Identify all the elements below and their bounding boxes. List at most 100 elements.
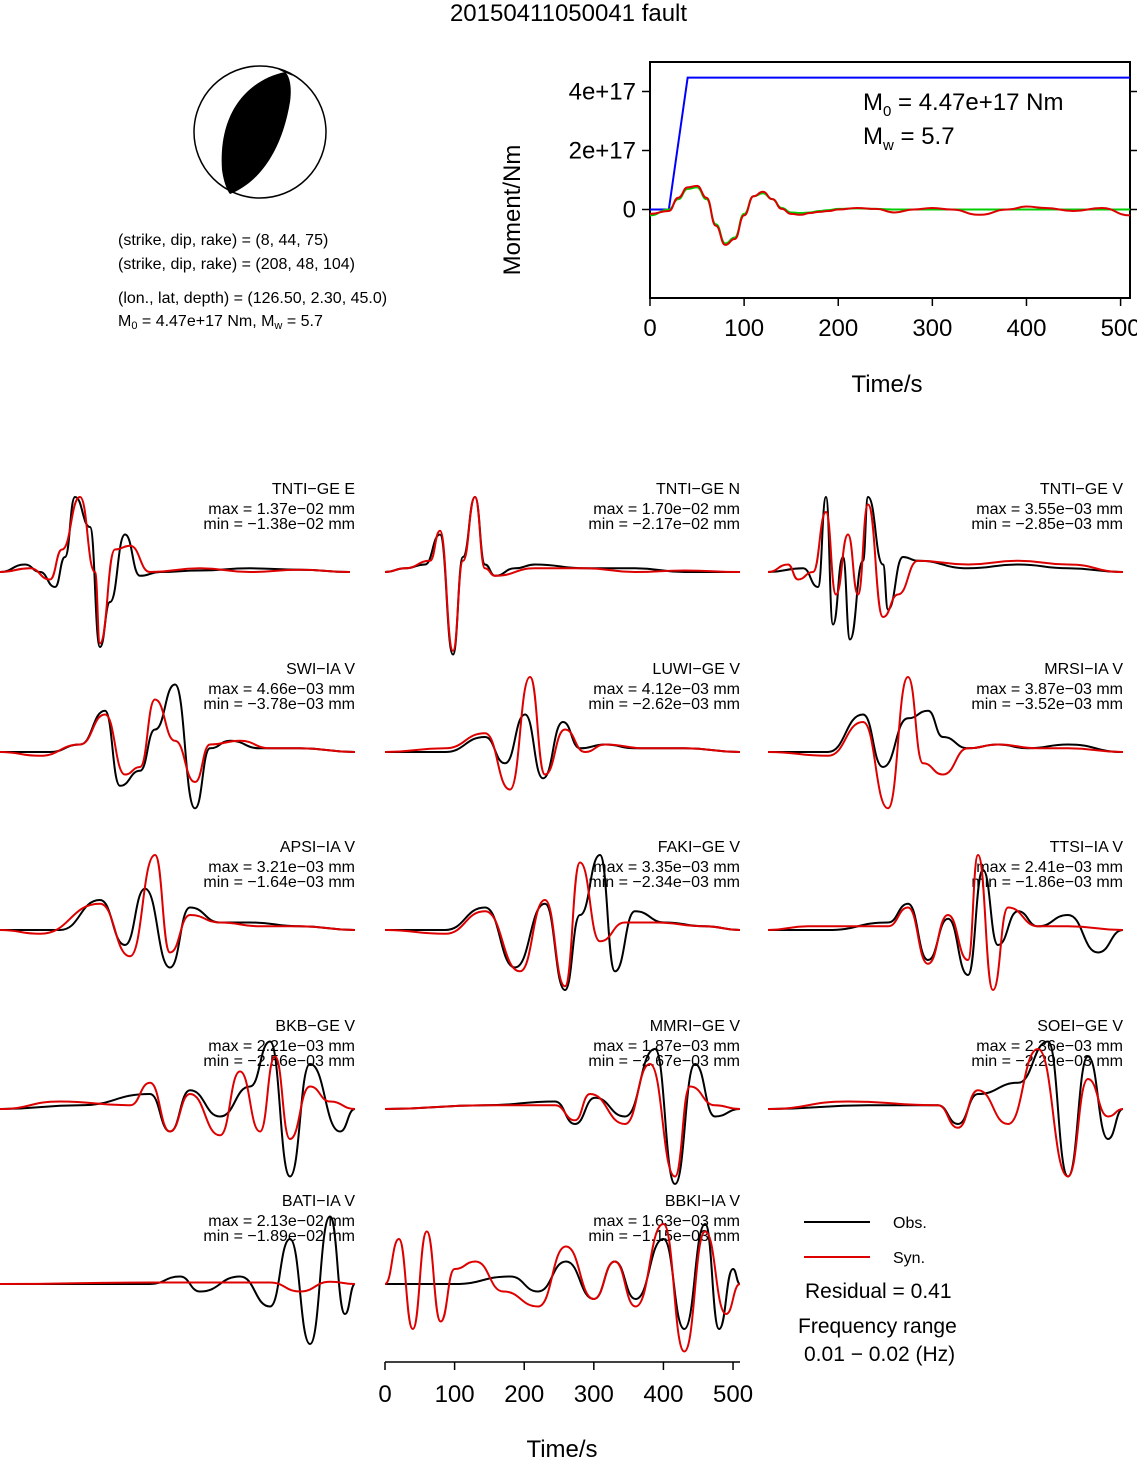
station-min: min = −3.52e−03 mm <box>971 696 1123 713</box>
station-min: min = −3.78e−03 mm <box>203 696 355 713</box>
station-max: max = 2.13e−02 mm <box>208 1213 355 1230</box>
observed-waveform <box>0 1215 356 1346</box>
station-label: TTSI−IA V <box>1050 839 1124 856</box>
station-label: TNTI−GE E <box>272 481 355 498</box>
frequency-range-value: 0.01 − 0.02 (Hz) <box>804 1343 955 1366</box>
moment-x-tick-label: 200 <box>818 315 858 342</box>
frequency-range-label: Frequency range <box>798 1315 957 1338</box>
waveform-x-tick-label: 200 <box>504 1381 544 1408</box>
moment-y-tick-label: 2e+17 <box>569 138 636 165</box>
station-max: max = 1.37e−02 mm <box>208 501 355 518</box>
synthetic-waveform <box>384 1222 741 1353</box>
station-max: max = 3.21e−03 mm <box>208 859 355 876</box>
legend-obs-label: Obs. <box>893 1215 927 1232</box>
moment-y-axis-label: Moment/Nm <box>499 145 526 276</box>
beachball-compressional-quadrant <box>221 72 291 194</box>
station-min: min = −2.62e−03 mm <box>588 696 740 713</box>
moment-plot-frame <box>649 61 1131 299</box>
synthetic-waveform <box>0 495 351 645</box>
station-min: min = −1.86e−03 mm <box>971 874 1123 891</box>
moment-x-tick-label: 100 <box>724 315 764 342</box>
station-max: max = 4.66e−03 mm <box>208 681 355 698</box>
moment-chart: 0 100 200 300 400 500 0 2e+17 4e+17 M0 = 4.47e+1… <box>499 61 1137 398</box>
synthetic-waveform <box>767 503 1124 619</box>
station-min: min = −2.17e−02 mm <box>588 516 740 533</box>
observed-waveform <box>385 853 741 992</box>
waveform-x-tick-label: 500 <box>713 1381 753 1408</box>
synthetic-waveform <box>0 1280 356 1293</box>
station-max: max = 4.12e−03 mm <box>593 681 740 698</box>
station-label: TNTI−GE V <box>1040 481 1123 498</box>
station-min: min = −2.56e−03 mm <box>203 1053 355 1070</box>
params-magnitude: M0 = 4.47e+17 Nm, Mw = 5.7 <box>118 313 323 332</box>
synthetic-waveform <box>767 675 1124 810</box>
station-max: max = 1.70e−02 mm <box>593 501 740 518</box>
station-min: min = −1.64e−03 mm <box>203 874 355 891</box>
source-time-function-line <box>649 186 1130 245</box>
station-label: LUWI−GE V <box>652 661 740 678</box>
station-min: min = −2.34e−03 mm <box>588 874 740 891</box>
synthetic-waveform <box>384 1062 741 1178</box>
station-max: max = 2.36e−03 mm <box>976 1038 1123 1055</box>
station-max: max = 2.21e−03 mm <box>208 1038 355 1055</box>
params-nodal-plane-2: (strike, dip, rake) = (208, 48, 104) <box>118 256 355 273</box>
synthetic-waveform <box>767 1047 1124 1178</box>
station-label: SWI−IA V <box>286 661 355 678</box>
observed-waveform <box>385 713 741 780</box>
synthetic-waveform <box>0 1055 356 1141</box>
moment-x-tick-label: 0 <box>643 315 656 342</box>
observed-waveform <box>768 709 1124 769</box>
station-max: max = 2.41e−03 mm <box>976 859 1123 876</box>
station-max: max = 1.87e−03 mm <box>593 1038 740 1055</box>
synthetic-waveform <box>384 861 741 988</box>
moment-x-tick-label: 500 <box>1101 315 1137 342</box>
station-min: min = −2.67e−03 mm <box>588 1053 740 1070</box>
station-max: max = 3.87e−03 mm <box>976 681 1123 698</box>
figure-title: 20150411050041 fault <box>449 0 688 27</box>
cumulative-moment-line <box>650 76 1130 211</box>
station-label: SOEI−GE V <box>1037 1018 1123 1035</box>
observed-waveform <box>385 1222 741 1331</box>
observed-waveform <box>0 887 356 969</box>
station-label: BBKI−IA V <box>665 1193 740 1210</box>
station-label: TNTI−GE N <box>656 481 740 498</box>
residual-text: Residual = 0.41 <box>805 1280 952 1303</box>
station-label: MMRI−GE V <box>650 1018 741 1035</box>
moment-mw-annotation: Mw = 5.7 <box>863 123 955 154</box>
station-min: min = −1.38e−02 mm <box>203 516 355 533</box>
synthetic-waveform <box>384 675 741 791</box>
beachball-icon <box>193 65 327 199</box>
station-label: BATI−IA V <box>282 1193 355 1210</box>
legend-syn-label: Syn. <box>893 1250 925 1267</box>
waveform-x-tick-label: 400 <box>643 1381 683 1408</box>
station-label: FAKI−GE V <box>658 839 741 856</box>
waveform-x-tick-label: 0 <box>378 1381 391 1408</box>
moment-rate-line <box>649 184 1131 246</box>
synthetic-waveform <box>767 853 1124 992</box>
moment-x-axis-label: Time/s <box>851 371 922 398</box>
station-max: max = 3.55e−03 mm <box>976 501 1123 518</box>
station-label: APSI−IA V <box>280 839 355 856</box>
synthetic-waveform <box>0 698 356 784</box>
observed-waveform <box>0 1040 356 1178</box>
moment-m0-annotation: M0 = 4.47e+17 Nm <box>863 89 1063 120</box>
moment-x-tick-label: 300 <box>912 315 952 342</box>
station-min: min = −1.15e−03 mm <box>588 1228 740 1245</box>
moment-y-tick-label: 0 <box>623 197 636 224</box>
station-min: min = −1.89e−02 mm <box>203 1228 355 1245</box>
observed-waveform <box>768 868 1124 977</box>
